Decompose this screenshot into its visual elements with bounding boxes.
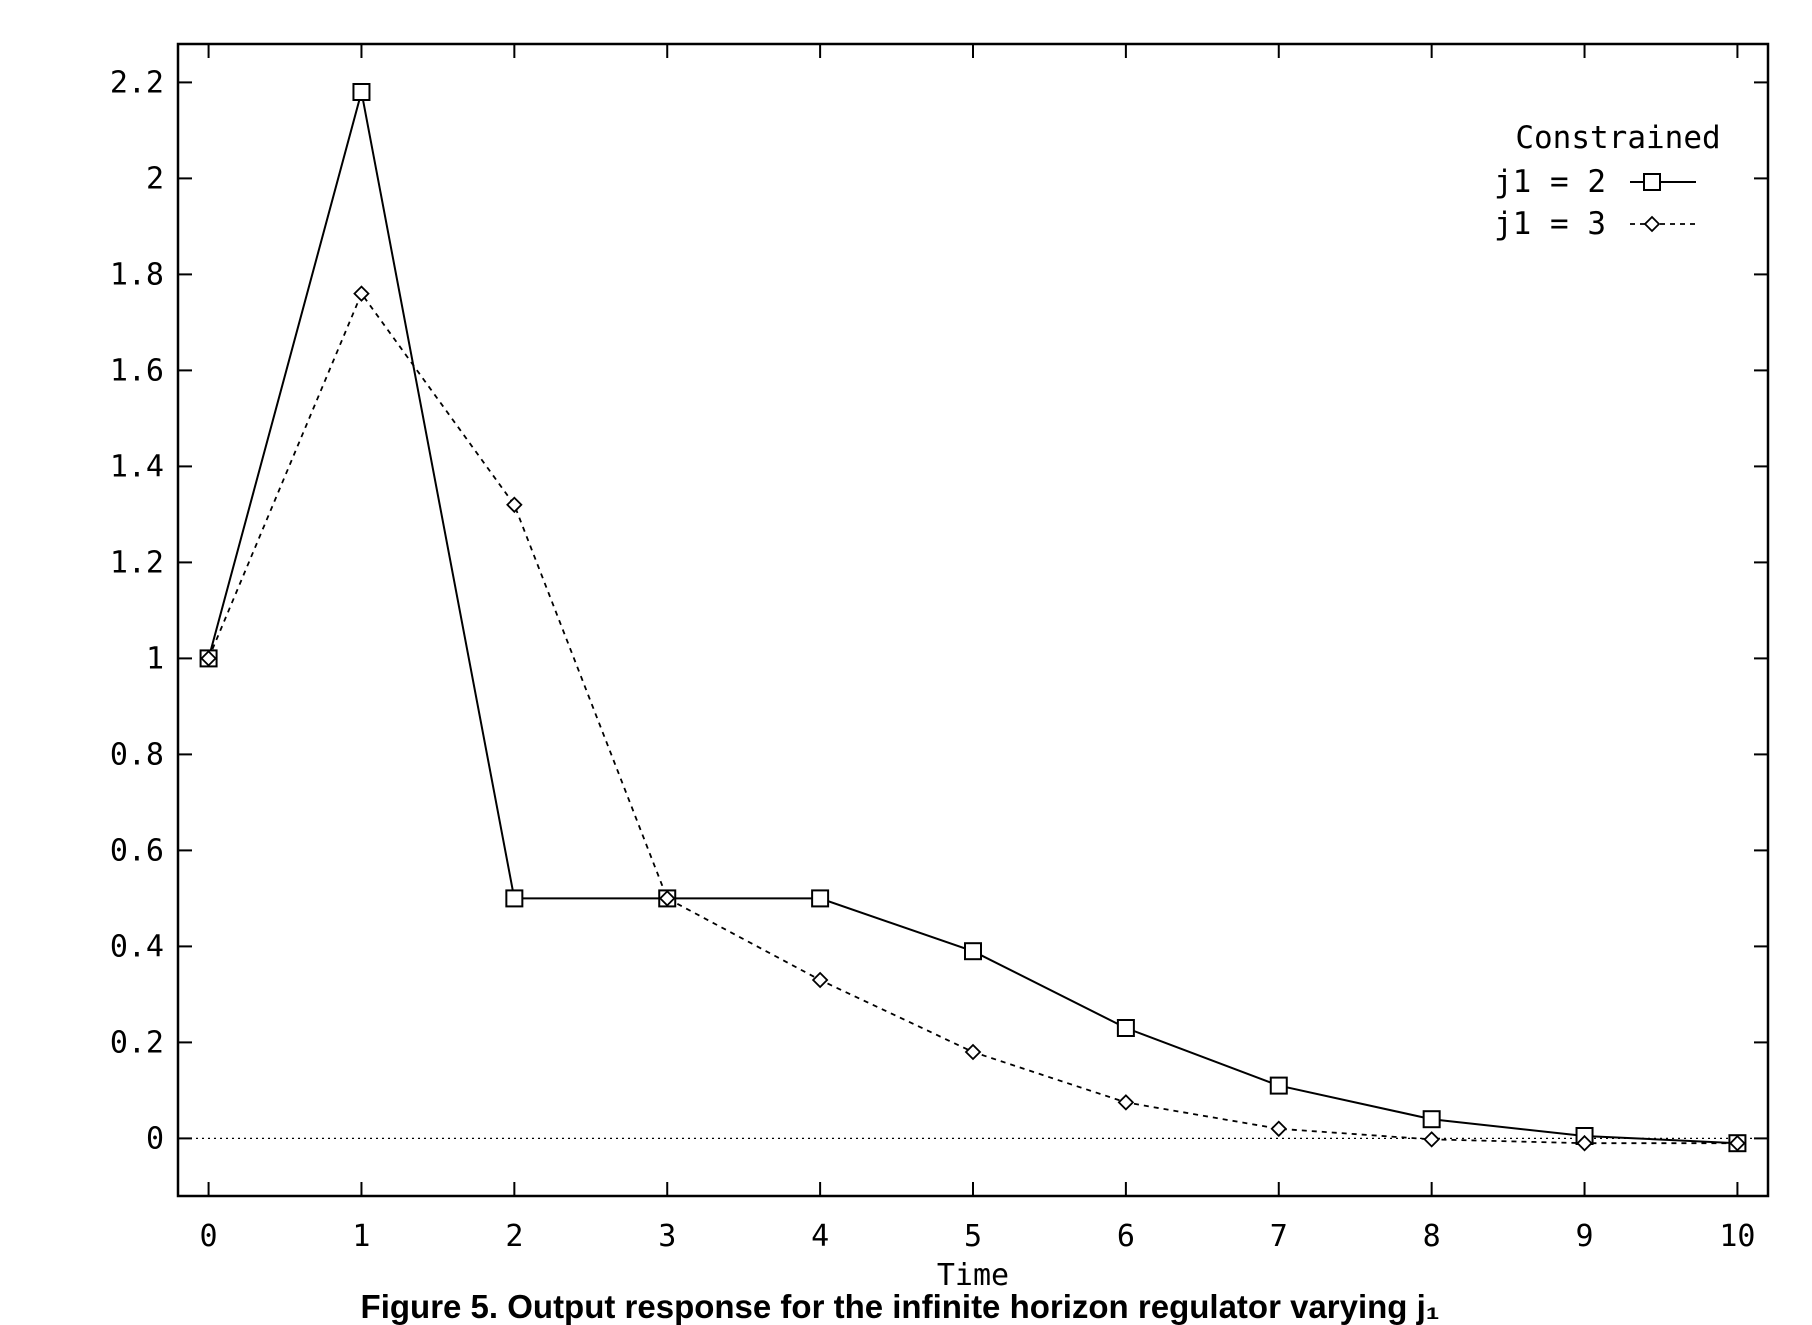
series-1-point — [506, 890, 522, 906]
x-tick-label: 3 — [658, 1219, 676, 1254]
series-1-point — [1271, 1078, 1287, 1094]
series-2-point — [507, 498, 521, 512]
series-2-point — [1272, 1122, 1286, 1136]
figure-caption: Figure 5. Output response for the infini… — [361, 1288, 1440, 1325]
legend-marker — [1644, 174, 1660, 190]
series-2-point — [813, 973, 827, 987]
series-line-2 — [209, 294, 1738, 1144]
y-tick-label: 0.4 — [110, 929, 164, 964]
x-tick-label: 0 — [200, 1219, 218, 1254]
series-2-point — [1425, 1132, 1439, 1146]
x-tick-label: 2 — [505, 1219, 523, 1254]
x-tick-label: 7 — [1270, 1219, 1288, 1254]
legend-marker — [1645, 217, 1659, 231]
x-tick-label: 10 — [1719, 1219, 1755, 1254]
series-line-1 — [209, 92, 1738, 1143]
series-1-point — [353, 84, 369, 100]
series-2-point — [966, 1045, 980, 1059]
series-2-point — [1119, 1095, 1133, 1109]
x-tick-label: 8 — [1423, 1219, 1441, 1254]
series-2-point — [354, 287, 368, 301]
y-tick-label: 0.2 — [110, 1025, 164, 1060]
y-tick-label: 1.4 — [110, 449, 164, 484]
series-1-point — [812, 890, 828, 906]
legend: Constrained j1 = 2 j1 = 3 — [1494, 120, 1721, 242]
y-tick-label: 1.2 — [110, 545, 164, 580]
y-tick-label: 1.8 — [110, 257, 164, 292]
x-tick-label: 9 — [1576, 1219, 1594, 1254]
series-1-point — [965, 943, 981, 959]
y-tick-label: 0.8 — [110, 737, 164, 772]
y-tick-label: 0 — [146, 1121, 164, 1156]
legend-label: j1 = 3 — [1494, 206, 1606, 242]
y-tick-label: 2 — [146, 161, 164, 196]
x-tick-label: 1 — [352, 1219, 370, 1254]
legend-label: j1 = 2 — [1494, 164, 1606, 200]
x-tick-label: 4 — [811, 1219, 829, 1254]
y-tick-label: 2.2 — [110, 65, 164, 100]
y-tick-label: 1 — [146, 641, 164, 676]
y-tick-label: 1.6 — [110, 353, 164, 388]
series-1-point — [1424, 1111, 1440, 1127]
x-tick-label: 5 — [964, 1219, 982, 1254]
x-tick-label: 6 — [1117, 1219, 1135, 1254]
series-1-point — [1118, 1020, 1134, 1036]
legend-title: Constrained — [1515, 120, 1720, 156]
y-tick-label: 0.6 — [110, 833, 164, 868]
